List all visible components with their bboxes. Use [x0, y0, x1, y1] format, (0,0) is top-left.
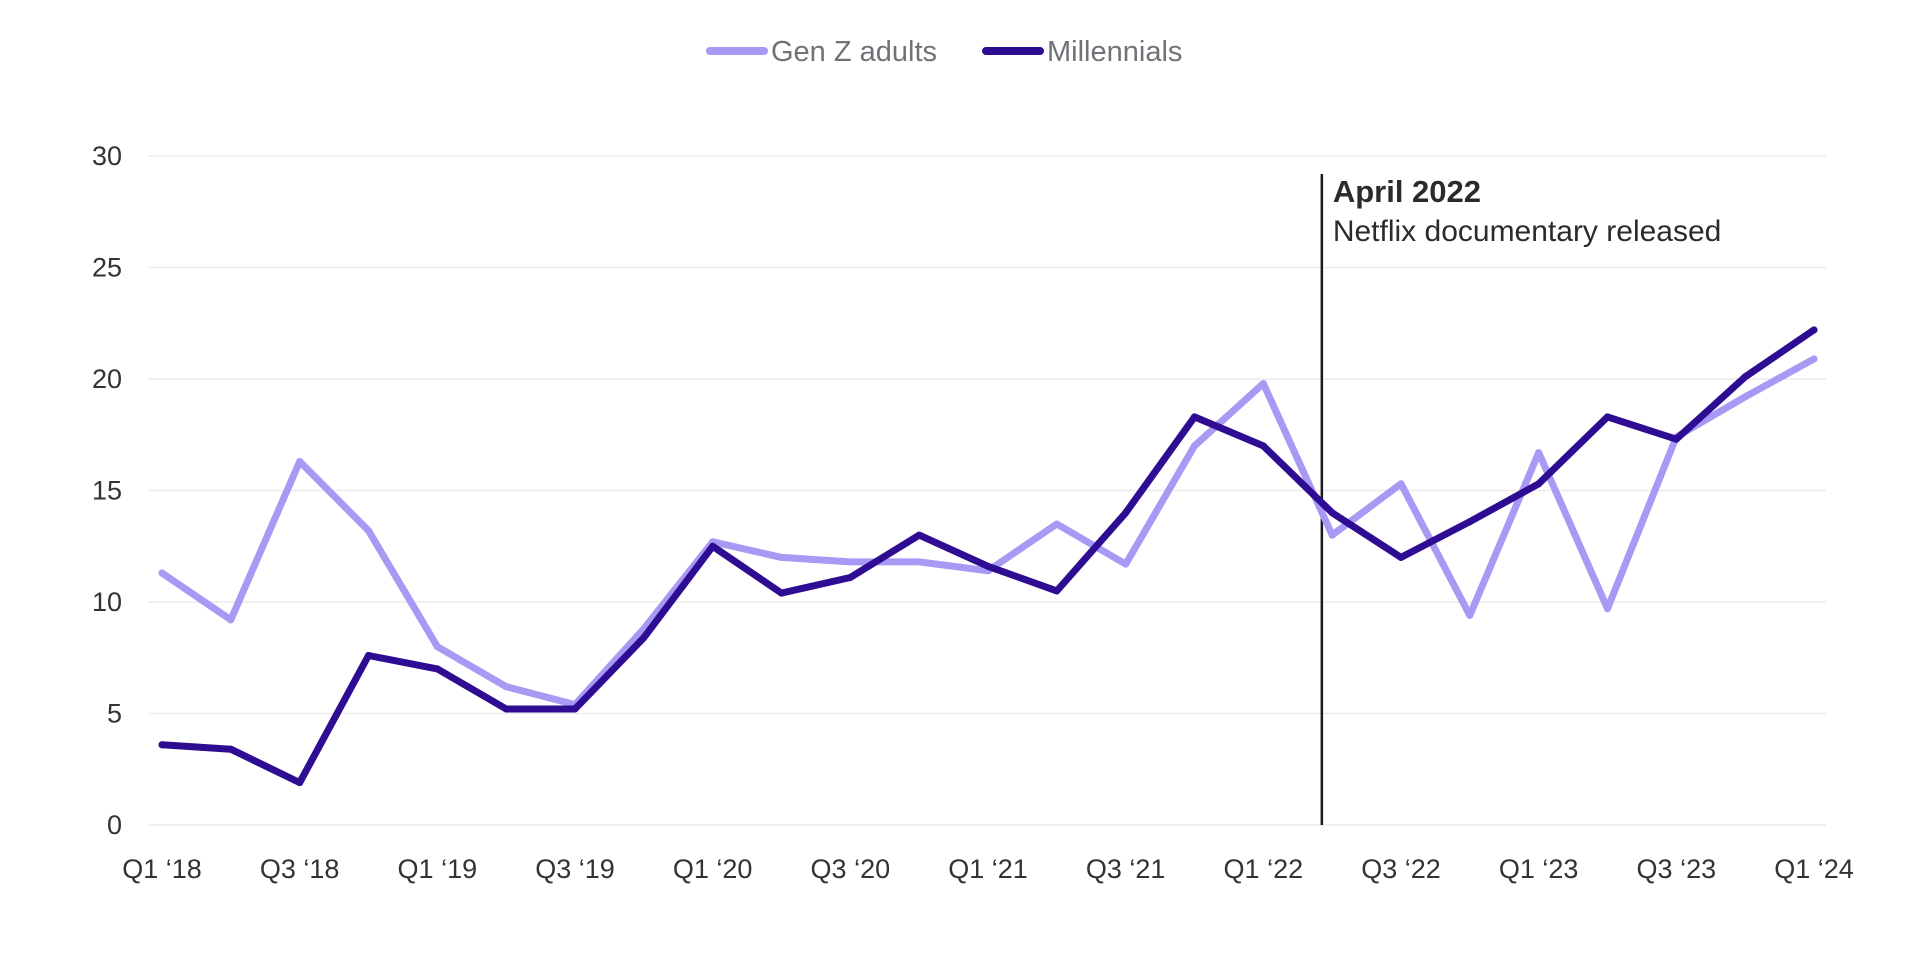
annotation-text: Netflix documentary released — [1333, 215, 1722, 248]
data-point — [296, 458, 304, 466]
legend-item-gen-z-adults: Gen Z adults — [706, 36, 937, 68]
data-point — [158, 741, 166, 749]
x-axis: Q1 ‘18 Q3 ‘18 Q1 ‘19 Q3 ‘19 Q1 ‘20 Q3 ‘20 Q1 ‘… — [122, 854, 1854, 884]
x-tick-label: Q1 ‘19 — [398, 854, 478, 884]
chart-gridlines — [148, 155, 1826, 826]
x-tick-label: Q1 ‘21 — [948, 854, 1028, 884]
data-point — [433, 643, 441, 651]
data-point — [502, 705, 510, 713]
data-point — [915, 531, 923, 539]
data-point — [158, 569, 166, 577]
data-point — [502, 683, 510, 691]
y-tick-label: 20 — [92, 364, 122, 394]
y-tick-label: 30 — [92, 141, 122, 171]
data-point — [1604, 413, 1611, 421]
data-point — [709, 542, 717, 550]
data-point — [365, 652, 372, 660]
data-point — [1741, 393, 1749, 401]
data-point — [1122, 509, 1130, 517]
x-tick-label: Q3 ‘23 — [1637, 854, 1717, 884]
y-tick-label: 25 — [92, 253, 122, 283]
data-point — [1466, 611, 1474, 619]
data-point — [640, 634, 648, 642]
data-point — [1466, 518, 1474, 526]
data-point — [1604, 605, 1611, 613]
data-point — [227, 616, 235, 624]
x-tick-label: Q3 ‘19 — [535, 854, 615, 884]
data-point — [571, 705, 579, 713]
data-point — [1397, 553, 1405, 561]
data-point — [1053, 520, 1061, 528]
data-point — [1810, 355, 1818, 363]
legend-label: Millennials — [1047, 36, 1182, 68]
data-point — [1053, 587, 1061, 595]
data-point — [1259, 442, 1267, 450]
series-line-millennials — [158, 326, 1818, 787]
data-point — [984, 562, 992, 570]
data-point — [1397, 480, 1405, 488]
data-point — [1810, 326, 1818, 334]
y-tick-label: 5 — [107, 699, 122, 729]
x-tick-label: Q3 ‘22 — [1361, 854, 1441, 884]
x-tick-label: Q1 ‘24 — [1774, 854, 1854, 884]
y-axis: 0 5 10 15 20 25 30 — [92, 141, 122, 840]
data-point — [778, 553, 785, 561]
data-point — [1259, 379, 1267, 387]
data-point — [1122, 560, 1130, 568]
chart-legend: Gen Z adults Millennials — [706, 36, 1182, 68]
y-tick-label: 15 — [92, 476, 122, 506]
data-point — [1741, 373, 1749, 381]
y-tick-label: 10 — [92, 587, 122, 617]
data-point — [1191, 413, 1198, 421]
series-line-gen-z-adults — [158, 355, 1818, 709]
x-tick-label: Q3 ‘21 — [1086, 854, 1166, 884]
legend-label: Gen Z adults — [771, 36, 937, 68]
data-point — [846, 558, 854, 566]
data-point — [365, 527, 372, 535]
data-point — [296, 779, 304, 787]
data-point — [915, 558, 923, 566]
chart-series — [158, 326, 1818, 787]
data-point — [778, 589, 785, 597]
data-point — [1191, 442, 1198, 450]
chart-annotation: April 2022 Netflix documentary released — [1320, 174, 1722, 825]
data-point — [227, 745, 235, 753]
x-tick-label: Q3 ‘20 — [811, 854, 891, 884]
legend-item-millennials: Millennials — [982, 36, 1182, 68]
y-tick-label: 0 — [107, 810, 122, 840]
data-point — [1672, 435, 1680, 443]
x-tick-label: Q1 ‘23 — [1499, 854, 1579, 884]
annotation-title: April 2022 — [1333, 174, 1481, 209]
data-point — [1328, 509, 1336, 517]
x-tick-label: Q3 ‘18 — [260, 854, 340, 884]
x-tick-label: Q1 ‘22 — [1224, 854, 1304, 884]
data-point — [1535, 449, 1543, 457]
x-tick-label: Q1 ‘18 — [122, 854, 202, 884]
x-tick-label: Q1 ‘20 — [673, 854, 753, 884]
data-point — [433, 665, 441, 673]
data-point — [1535, 480, 1543, 488]
data-point — [1328, 531, 1336, 539]
data-point — [846, 573, 854, 581]
